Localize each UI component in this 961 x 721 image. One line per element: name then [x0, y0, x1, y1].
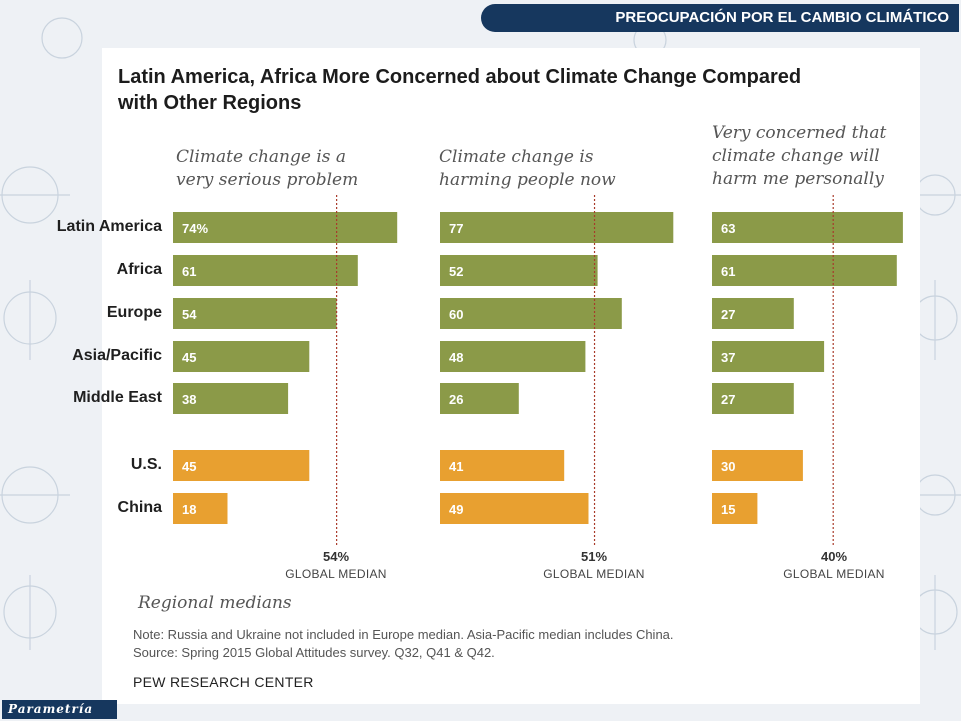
bar-p3-africa [712, 255, 897, 286]
bar-value-p2-u-s: 41 [449, 459, 463, 474]
median-value-panel-2: 51% [580, 549, 608, 564]
bar-value-p3-africa: 61 [721, 264, 735, 279]
panel-heading-serious-problem: Climate change is a very serious problem [176, 147, 359, 190]
panel-heading-harming-now: Climate change is harming people now [439, 147, 616, 190]
bar-value-p3-asia-pacific: 37 [721, 350, 735, 365]
bar-p3-china [712, 493, 758, 524]
row-label-europe: Europe [106, 304, 162, 321]
bar-p1-u-s [173, 450, 310, 481]
bar-p1-china [173, 493, 228, 524]
bar-p1-europe [173, 298, 337, 329]
bar-value-p2-africa: 52 [449, 264, 463, 279]
median-value-panel-3: 40% [820, 549, 848, 564]
section-banner: PREOCUPACIÓN POR EL CAMBIO CLIMÁTICO [481, 4, 959, 32]
bar-value-p2-china: 49 [449, 502, 463, 517]
chart-title: Latin America, Africa More Concerned abo… [118, 66, 802, 114]
bar-value-p3-china: 15 [721, 502, 735, 517]
source-line: Source: Spring 2015 Global Attitudes sur… [133, 645, 495, 660]
bar-value-p2-europe: 60 [449, 307, 463, 322]
bar-p1-africa [173, 255, 358, 286]
bar-value-p1-europe: 54 [182, 307, 197, 322]
row-label-latin-america: Latin America [56, 218, 162, 235]
median-value-panel-1: 54% [322, 549, 350, 564]
bar-p3-middle-east [712, 383, 794, 414]
bar-p2-europe [440, 298, 622, 329]
bar-p1-latin-america [173, 212, 398, 243]
row-label-us: U.S. [130, 456, 162, 473]
bar-value-p3-latin-america: 63 [721, 221, 735, 236]
row-label-middle-east: Middle East [73, 389, 162, 406]
bar-p3-asia-pacific [712, 341, 825, 372]
row-label-asia-pacific: Asia/Pacific [72, 347, 162, 364]
bar-value-p1-middle-east: 38 [182, 392, 196, 407]
brand-logo: Parametría [2, 700, 117, 719]
bar-value-p1-u-s: 45 [182, 459, 196, 474]
bar-p2-asia-pacific [440, 341, 586, 372]
bar-value-p1-latin-america: 74% [182, 221, 208, 236]
bar-p1-middle-east [173, 383, 289, 414]
bar-value-p1-china: 18 [182, 502, 196, 517]
bar-value-p3-middle-east: 27 [721, 392, 735, 407]
bar-p3-latin-america [712, 212, 903, 243]
median-caption-panel-3: GLOBAL MEDIAN [783, 567, 885, 581]
bar-p3-u-s [712, 450, 803, 481]
bar-value-p2-asia-pacific: 48 [449, 350, 463, 365]
bar-p3-europe [712, 298, 794, 329]
bar-value-p1-asia-pacific: 45 [182, 350, 196, 365]
bar-p2-u-s [440, 450, 565, 481]
bar-p1-asia-pacific [173, 341, 310, 372]
bar-p2-latin-america [440, 212, 674, 243]
median-caption-panel-2: GLOBAL MEDIAN [543, 567, 645, 581]
source-organization: PEW RESEARCH CENTER [133, 674, 314, 690]
median-caption-panel-1: GLOBAL MEDIAN [285, 567, 387, 581]
bar-value-p3-u-s: 30 [721, 459, 735, 474]
bar-p2-middle-east [440, 383, 519, 414]
row-label-africa: Africa [116, 261, 162, 278]
bar-value-p2-middle-east: 26 [449, 392, 463, 407]
bar-value-p2-latin-america: 77 [449, 221, 463, 236]
row-label-china: China [117, 499, 162, 516]
regional-medians-note: Regional medians [138, 593, 292, 613]
bar-p2-china [440, 493, 589, 524]
panel-heading-harm-personally: Very concerned that climate change will … [712, 123, 887, 189]
bar-value-p3-europe: 27 [721, 307, 735, 322]
bar-value-p1-africa: 61 [182, 264, 196, 279]
bar-p2-africa [440, 255, 598, 286]
note-line: Note: Russia and Ukraine not included in… [133, 627, 674, 642]
chart-panel [102, 48, 920, 704]
